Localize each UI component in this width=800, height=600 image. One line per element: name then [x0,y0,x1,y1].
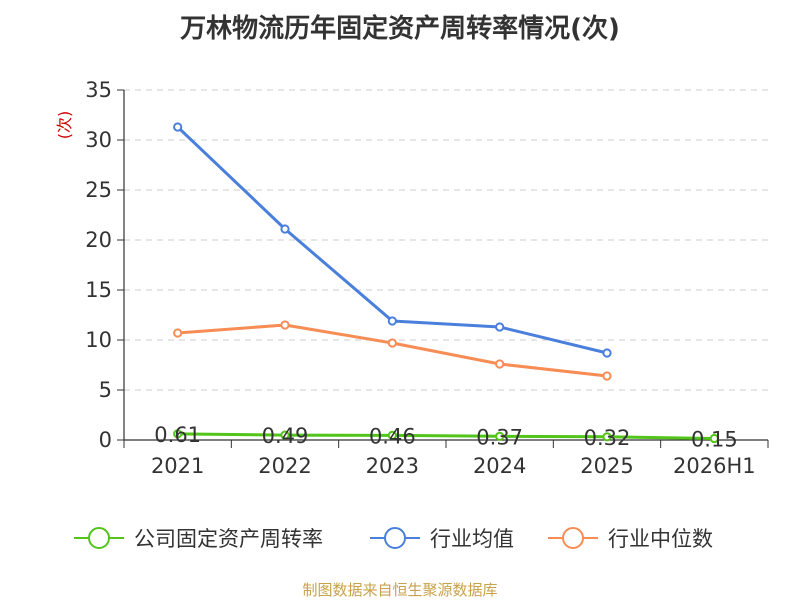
legend-item-industry-mean[interactable]: 行业均值 [370,522,514,554]
source-note: 制图数据来自恒生聚源数据库 [302,581,498,599]
legend-label-industry-mean: 行业均值 [430,527,514,551]
y-tick-label-35: 35 [85,78,112,102]
legend-label-industry-median: 行业中位数 [608,527,713,551]
legend: 公司固定资产周转率 行业均值 行业中位数 [0,522,800,554]
x-tick-label-2024: 2024 [473,454,526,478]
x-tick-label-2025: 2025 [580,454,633,478]
series-1-point-2023 [387,316,397,326]
series-1-point-2022 [280,224,290,234]
series-line-0 [177,432,715,440]
x-tick-label-2021: 2021 [151,454,204,478]
chart-title: 万林物流历年固定资产周转率情况(次) [180,14,620,44]
x-tick-labels: 2021 2022 2023 2024 2025 2026H1 [151,454,756,478]
data-label-2023: 0.46 [369,424,416,448]
series-1-point-2021 [173,122,183,132]
y-tick-label-0: 0 [99,428,112,452]
y-tick-label-5: 5 [99,378,112,402]
series-2-point-2021 [173,328,183,338]
series-0-point-2025 [602,432,612,442]
x-tick-label-2022: 2022 [258,454,311,478]
legend-item-company[interactable]: 公司固定资产周转率 [74,522,323,554]
x-tick-label-2026H1: 2026H1 [673,454,756,478]
legend-marker-company [74,527,124,549]
series-0-point-2023 [387,430,397,440]
legend-marker-industry-mean [370,527,420,549]
legend-marker-industry-median [548,527,598,549]
y-tick-label-10: 10 [85,328,112,352]
series-group [173,122,719,444]
data-label-2021: 0.61 [154,423,201,447]
series-0-point-2024 [495,431,505,441]
series-2-point-2023 [387,338,397,348]
series-1-point-2025 [602,348,612,358]
data-labels: 0.61 0.49 0.46 0.37 0.32 0.15 [154,423,737,452]
series-0-point-2026H1 [709,433,719,444]
y-tick-label-15: 15 [85,278,112,302]
series-0-point-2021 [173,429,183,439]
series-2-point-2025 [602,371,612,381]
series-1-point-2024 [495,322,505,332]
data-label-2026H1: 0.15 [691,428,738,452]
legend-item-industry-median[interactable]: 行业中位数 [548,522,713,554]
grid-lines [124,89,768,391]
y-tick-labels: 0 5 10 15 20 25 30 35 [85,78,112,452]
x-tick-label-2023: 2023 [366,454,419,478]
data-label-2025: 0.32 [584,426,631,450]
series-line-2 [177,323,608,378]
series-2-point-2022 [280,320,290,330]
legend-label-company: 公司固定资产周转率 [134,527,323,551]
series-0-point-2022 [280,430,290,440]
axes [117,89,769,448]
data-label-2022: 0.49 [262,424,309,448]
series-2-point-2024 [495,359,505,369]
y-tick-label-25: 25 [85,178,112,202]
y-axis-label: (次) [55,111,74,140]
y-tick-label-20: 20 [85,228,112,252]
data-label-2024: 0.37 [476,425,523,449]
y-tick-label-30: 30 [85,128,112,152]
